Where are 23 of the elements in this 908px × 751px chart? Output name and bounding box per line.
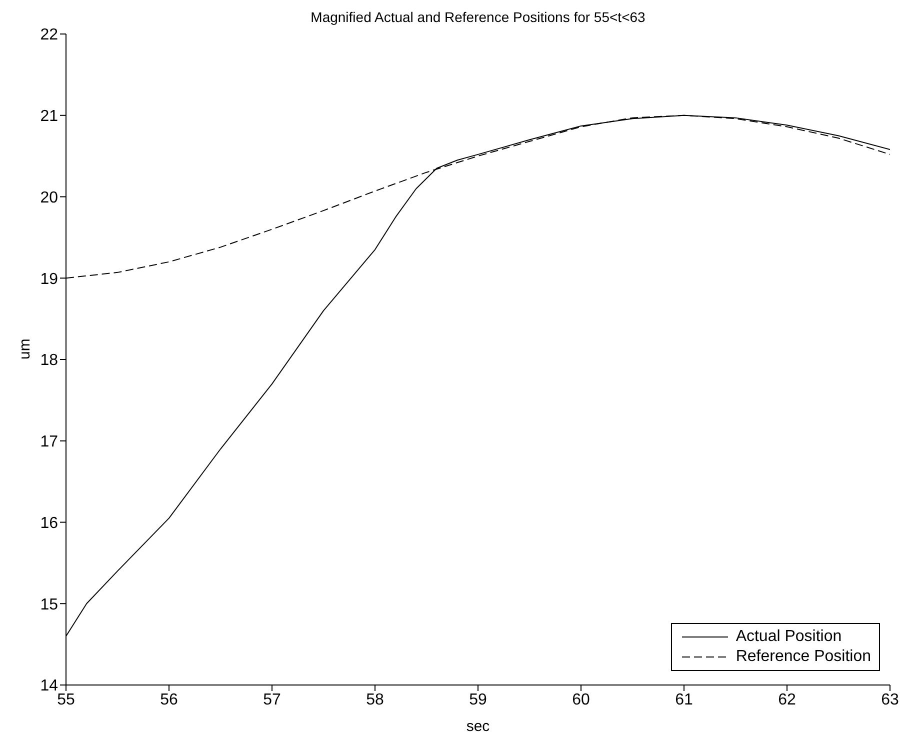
- y-tick-label: 20: [40, 189, 58, 206]
- legend-label: Actual Position: [736, 627, 842, 647]
- chart-title: Magnified Actual and Reference Positions for 55<t<63: [310, 9, 646, 25]
- x-tick-label: 55: [57, 691, 75, 708]
- y-tick-label: 15: [40, 596, 58, 614]
- y-tick-label: 19: [40, 270, 58, 288]
- y-axis-title: um: [16, 338, 34, 360]
- x-tick-label: 61: [675, 691, 693, 708]
- y-tick-label: 16: [40, 514, 58, 532]
- x-tick-label: 62: [778, 691, 796, 708]
- x-tick-label: 63: [881, 691, 899, 708]
- x-tick-label: 57: [263, 691, 281, 708]
- x-tick-label: 59: [469, 691, 487, 708]
- y-tick-label: 22: [40, 26, 58, 44]
- legend-label: Reference Position: [736, 647, 871, 667]
- y-tick-label: 17: [40, 434, 58, 451]
- y-tick-label: 18: [40, 352, 58, 370]
- x-tick-label: 58: [366, 691, 384, 708]
- x-axis-title: sec: [466, 718, 490, 735]
- y-tick-label: 21: [40, 108, 58, 126]
- y-tick-label: 14: [40, 678, 58, 695]
- x-tick-label: 60: [572, 691, 590, 708]
- x-tick-label: 56: [160, 691, 178, 708]
